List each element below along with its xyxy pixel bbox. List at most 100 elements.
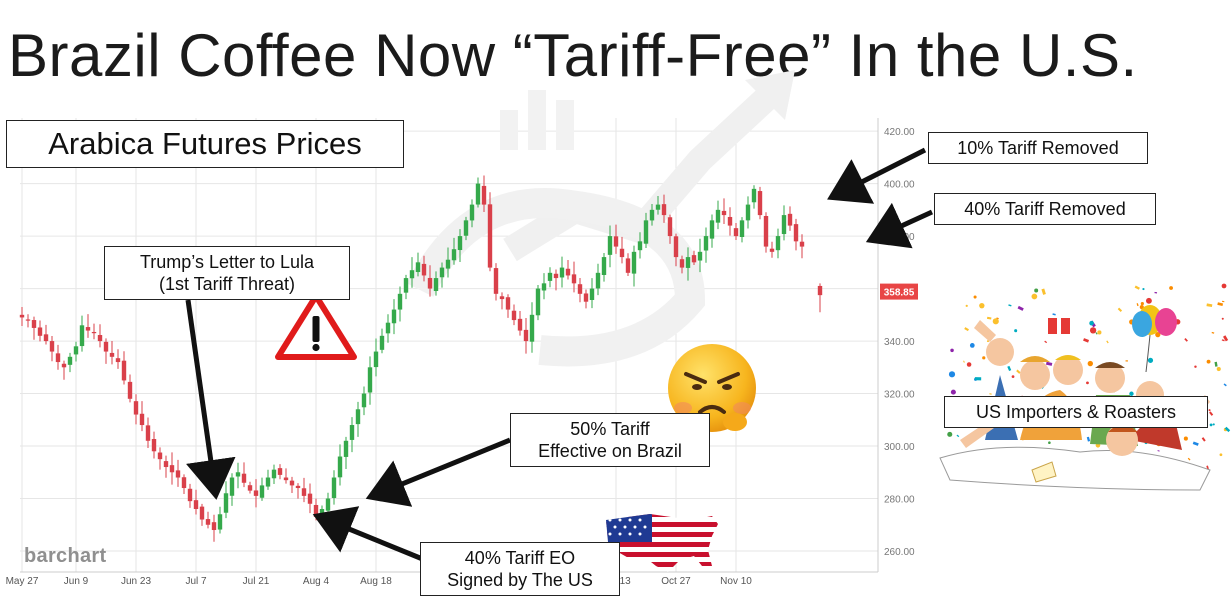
candle-body	[487, 204, 493, 268]
candle-body	[31, 320, 37, 328]
candle-body	[289, 480, 295, 486]
candle-body	[115, 358, 121, 363]
candle-body	[355, 409, 361, 425]
last-price-tag	[880, 283, 918, 300]
candle-body	[319, 509, 325, 515]
candle-body	[343, 440, 349, 457]
x-tick-label: Jul 21	[243, 576, 270, 587]
candle-body	[379, 335, 385, 350]
candle-body	[331, 477, 337, 498]
annotation-tariff-50-line1: 50% Tariff	[570, 419, 650, 439]
angry-emoji-icon	[668, 344, 756, 432]
candle-body	[583, 293, 589, 302]
arrow-tariff-eo	[312, 506, 426, 563]
candle-body	[697, 251, 703, 261]
candles	[19, 175, 823, 542]
annotation-tariff-eo: 40% Tariff EO Signed by The US	[420, 542, 620, 596]
x-tick-label: Oct 27	[661, 576, 691, 587]
candle-body	[49, 341, 55, 352]
candle-body	[649, 209, 655, 221]
y-tick-label: 300.00	[884, 442, 915, 453]
candle-body	[637, 241, 643, 251]
candle-body	[577, 284, 583, 294]
candle-body	[91, 331, 97, 334]
candle-body	[661, 204, 667, 216]
grid	[20, 118, 878, 572]
annotation-10-removed: 10% Tariff Removed	[928, 132, 1148, 164]
candle-body	[271, 469, 277, 479]
candle-body	[301, 488, 307, 496]
candle-body	[151, 439, 157, 452]
candle-body	[493, 268, 499, 294]
candle-body	[169, 465, 175, 473]
arrow-10-removed	[827, 147, 927, 204]
candle-body	[559, 267, 565, 278]
candle-body	[265, 477, 271, 487]
candle-body	[817, 285, 823, 296]
candle-body	[157, 452, 163, 460]
candle-body	[457, 236, 463, 251]
x-tick-label: May 27	[6, 576, 39, 587]
candle-body	[751, 188, 757, 203]
candle-body	[25, 319, 31, 321]
x-tick-label: Jun 23	[121, 576, 151, 587]
candle-body	[775, 236, 781, 251]
candle-body	[655, 204, 661, 210]
candle-body	[211, 522, 217, 531]
annotation-tariff-eo-line1: 40% Tariff EO	[464, 548, 576, 568]
candle-body	[613, 236, 619, 247]
candle-body	[505, 297, 511, 310]
annotation-40-removed: 40% Tariff Removed	[934, 193, 1156, 225]
candle-body	[607, 236, 613, 255]
watermark	[406, 70, 795, 367]
candle-body	[277, 468, 283, 475]
candle-body	[769, 248, 775, 252]
barchart-logo: barchart	[24, 545, 107, 567]
candle-body	[535, 288, 541, 316]
arrow-40-removed	[865, 202, 934, 249]
annotation-trump-letter: Trump’s Letter to Lula (1st Tariff Threa…	[104, 246, 350, 300]
candle-body	[631, 251, 637, 274]
x-tick-label: Jun 9	[64, 576, 89, 587]
candle-body	[523, 329, 529, 342]
candle-body	[673, 236, 679, 258]
candle-body	[109, 352, 115, 357]
candle-body	[403, 278, 409, 293]
candle-body	[361, 393, 367, 408]
candle-body	[733, 228, 739, 237]
candle-body	[133, 401, 139, 415]
candle-body	[757, 191, 763, 216]
x-tick-label: Jul 7	[185, 576, 207, 587]
candle-body	[793, 224, 799, 242]
candle-body	[103, 341, 109, 352]
candle-body	[349, 425, 355, 440]
x-tick-label: Nov 10	[720, 576, 752, 587]
candle-body	[43, 334, 49, 342]
candle-body	[625, 258, 631, 273]
candle-body	[391, 309, 397, 324]
candle-body	[259, 485, 265, 498]
candle-body	[241, 473, 247, 483]
candle-body	[763, 215, 769, 247]
candle-body	[19, 314, 25, 318]
candle-body	[199, 506, 205, 520]
axes: 260.00280.00300.00320.00340.00380.00400.…	[6, 118, 918, 587]
candle-body	[163, 461, 169, 468]
annotation-trump-letter-line2: (1st Tariff Threat)	[158, 274, 296, 294]
candle-body	[601, 257, 607, 275]
candle-body	[445, 259, 451, 269]
candle-body	[715, 209, 721, 223]
annotation-tariff-eo-line2: Signed by The US	[447, 570, 593, 590]
celebration-crowd-icon	[939, 283, 1231, 491]
annotation-trump-letter-line1: Trump’s Letter to Lula	[139, 252, 315, 272]
candle-body	[415, 262, 421, 273]
candle-body	[97, 335, 103, 342]
candle-body	[709, 220, 715, 239]
annotation-tariff-50-line2: Effective on Brazil	[538, 441, 682, 461]
candle-body	[517, 318, 523, 331]
candle-body	[511, 310, 517, 321]
candle-body	[691, 255, 697, 263]
candle-body	[463, 220, 469, 236]
candle-body	[367, 367, 373, 393]
